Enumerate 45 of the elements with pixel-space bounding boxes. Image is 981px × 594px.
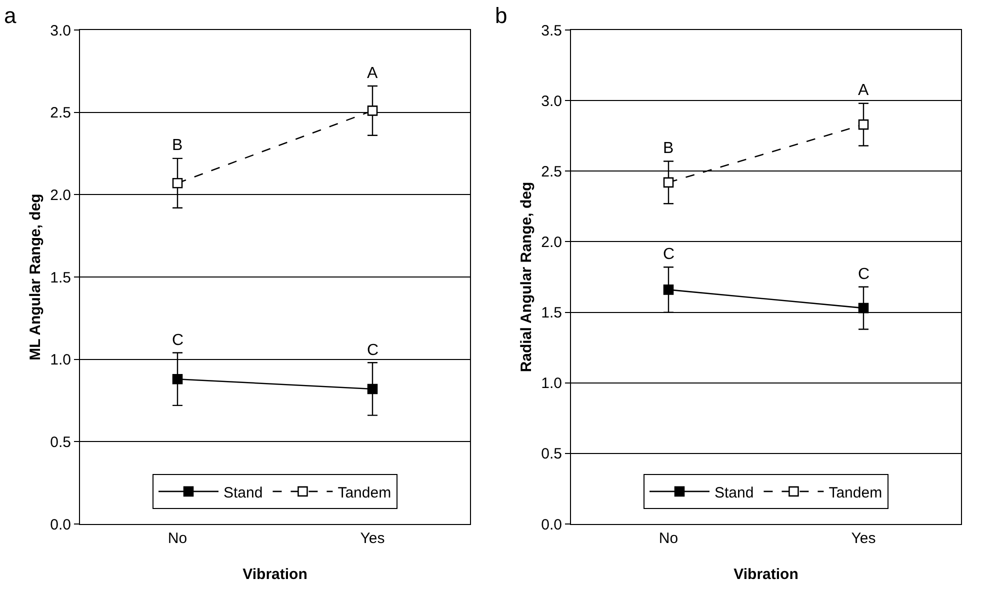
- point: [367, 106, 378, 116]
- y-tick-label: 2.0: [50, 186, 71, 204]
- legend-label: Stand: [714, 484, 754, 502]
- annotation: C: [663, 246, 675, 263]
- y-tick-label: 1.0: [541, 375, 562, 392]
- y-tick-label: 2.0: [541, 234, 562, 251]
- y-tick-label: 0.5: [541, 446, 562, 463]
- y-tick-label: 3.0: [50, 22, 71, 40]
- x-axis-title: Vibration: [242, 566, 308, 583]
- y-tick-label: 3.0: [541, 92, 562, 110]
- y-tick-label: 2.5: [50, 104, 71, 122]
- y-tick-label: 3.5: [541, 22, 562, 40]
- annotation: B: [663, 140, 674, 157]
- y-tick-label: 1.0: [50, 352, 71, 369]
- annotation: C: [172, 332, 184, 349]
- annotation: B: [172, 137, 183, 154]
- y-tick-label: 1.5: [50, 269, 71, 286]
- x-tick-label: Yes: [851, 530, 876, 547]
- text: a: [4, 3, 17, 28]
- point: [858, 119, 869, 130]
- y-tick-label: 0.0: [50, 516, 71, 534]
- y-tick-label: 0.0: [541, 516, 562, 534]
- legend-label: Stand: [224, 484, 263, 502]
- point: [172, 178, 183, 188]
- y-tick-label: 1.5: [541, 304, 562, 322]
- annotation: A: [367, 65, 378, 82]
- legend-label: Tandem: [828, 484, 882, 502]
- y-axis-title: ML Angular Range, deg: [27, 194, 44, 360]
- y-axis-title: Radial Angular Range, deg: [518, 182, 535, 372]
- point: [663, 284, 674, 295]
- x-tick-label: Yes: [360, 530, 385, 547]
- y-tick-label: 0.5: [50, 434, 71, 451]
- annotation: C: [367, 342, 379, 359]
- point: [858, 302, 869, 314]
- y-tick-label: 2.5: [541, 163, 562, 180]
- annotation: C: [858, 266, 870, 283]
- point: [172, 374, 183, 384]
- point: [663, 177, 674, 188]
- x-axis-title: Vibration: [734, 566, 798, 583]
- annotation: A: [858, 82, 869, 99]
- x-tick-label: No: [168, 530, 188, 547]
- text: b: [495, 3, 508, 28]
- point: [367, 384, 378, 394]
- x-tick-label: No: [658, 530, 678, 547]
- legend-label: Tandem: [338, 484, 392, 502]
